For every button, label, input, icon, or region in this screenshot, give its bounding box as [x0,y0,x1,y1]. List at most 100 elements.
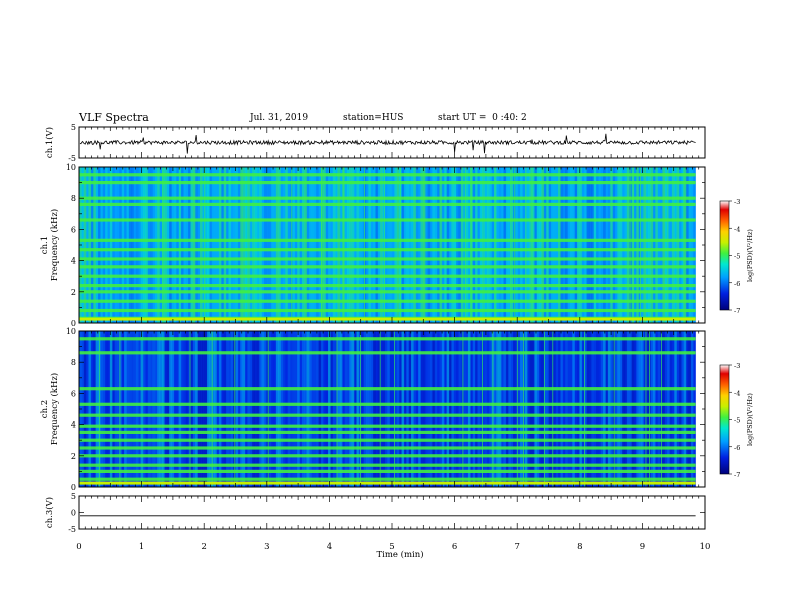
ch2_spectrogram-column [287,331,291,487]
ch2_spectrogram-column [674,331,678,487]
ch2_spectrogram-column [112,331,115,487]
ch1_spectrogram-column [667,167,670,323]
ch2_spectrogram-column [311,331,315,487]
ch2_spectrogram-band [79,469,696,473]
y-tick-label: 0 [71,483,76,492]
ch2_spectrogram-column [600,331,604,487]
colorbar-tick-label: -4 [734,225,740,233]
ch1_spectrogram-column [539,167,542,323]
x-tick-label: 6 [452,542,457,552]
ch1_spectrogram-column [230,167,234,323]
ch1_spectrogram-column [591,167,595,323]
ch1_spectrogram-column [86,167,89,323]
ch2_spectrogram-column [671,331,675,487]
ch2_spectrogram-column [406,331,410,487]
ch2_spectrogram-column [190,331,194,487]
ch2_spectrogram-column [562,331,566,487]
ch1_spectrogram-column [97,167,101,323]
ch1_spectrogram-column [546,167,549,323]
ch1_spectrogram-column [140,167,144,323]
ch1_spectrogram-column [116,167,120,323]
ch2_spectrogram-column [470,331,474,487]
ch2_spectrogram-column [475,331,478,487]
ch2_spectrogram-column [197,331,201,487]
y-tick-label: 10 [66,163,76,172]
ch2_spectrogram-column [361,331,364,487]
ch2_spectrogram-column [128,331,132,487]
ch1_spectrogram-column [318,167,322,323]
y-tick-label: 6 [71,389,76,398]
ch2_spectrogram-column [584,331,587,487]
ch2_spectrogram-column [588,331,592,487]
ch2_spectrogram-column [204,331,208,487]
ch1_spectrogram-column [365,167,369,323]
ch2_spectrogram-column [382,331,386,487]
x-tick-label: 0 [76,542,81,552]
y-tick-label: 0 [71,509,76,518]
ch1_spectrogram-column [154,167,158,323]
ch1_spectrogram-column [420,167,424,323]
colorbar-tick-label: -7 [734,471,740,479]
ch1_spectrogram-column [119,167,123,323]
ch1_spectrogram-column [548,167,552,323]
ch1_spectrogram-column [354,167,357,323]
ch1_spectrogram-column [629,167,632,323]
ch2_spectrogram-column [399,331,402,487]
ch2_spectrogram-column [550,331,554,487]
ch2_spectrogram-column [636,331,640,487]
ch1_spectrogram-column [218,167,222,323]
ch1_spectrogram-column [681,167,685,323]
ch2_spectrogram-column [524,331,528,487]
ch2_spectrogram-column [282,331,286,487]
ch2_spectrogram-column [271,331,274,487]
ch2_spectrogram-column [185,331,189,487]
ch1_spectrogram-column [209,167,213,323]
ch2_spectrogram-column [114,331,118,487]
ch1_spectrogram-column [567,167,571,323]
ch2_spectrogram-column [135,331,139,487]
ch1_spectrogram-column [572,167,576,323]
ch1_spectrogram-column [197,167,201,323]
ch1_spectrogram-column [693,167,697,323]
ch2_spectrogram-column [109,331,113,487]
ch1_spectrogram-column [586,167,590,323]
ch1_spectrogram-column [349,167,353,323]
y-tick-label: 2 [71,288,76,297]
ch1_spectrogram-column [233,167,236,323]
ch2_spectrogram-column [593,331,597,487]
ch1_spectrogram-column [536,167,540,323]
ch2_spectrogram-column [515,331,519,487]
ch1_spectrogram-column [285,167,289,323]
ch1_spectrogram-column [375,167,379,323]
ch2_spectrogram-column [569,331,573,487]
ch1_spectrogram-column [228,167,232,323]
ch1_spectrogram-column [633,167,637,323]
ch1_spectrogram-column [183,167,187,323]
ch2_spectrogram-column [166,331,170,487]
ch2_spectrogram-column [662,331,666,487]
ch1_spectrogram-column [600,167,604,323]
ch1_spectrogram-column [311,167,315,323]
ch2_spectrogram-column [93,331,96,487]
ch1_spectrogram-column [622,167,625,323]
ch2_spectrogram-column [351,331,355,487]
ch2_spectrogram-column [199,331,203,487]
ch1_spectrogram-band [79,202,696,206]
ch1_spectrogram-column [425,167,429,323]
ch2_spectrogram-column [508,331,512,487]
ch2_spectrogram-column [280,331,284,487]
ch2_spectrogram-column [626,331,630,487]
ch2_spectrogram-column [209,331,213,487]
ch1_spectrogram-column [157,167,161,323]
ch2_spectrogram-column [401,331,405,487]
ch1_spectrogram-column [162,167,165,323]
figure-title: VLF Spectra [79,111,149,124]
ch2_spectrogram-column [633,331,637,487]
ch2_spectrogram-column [380,331,383,487]
ch2_spectrogram-column [218,331,222,487]
ch2_spectrogram-column [306,331,310,487]
ch1_spectrogram-column [581,167,585,323]
ch1_spectrogram-column [95,167,99,323]
y-axis-label: ch.1 [40,236,50,254]
